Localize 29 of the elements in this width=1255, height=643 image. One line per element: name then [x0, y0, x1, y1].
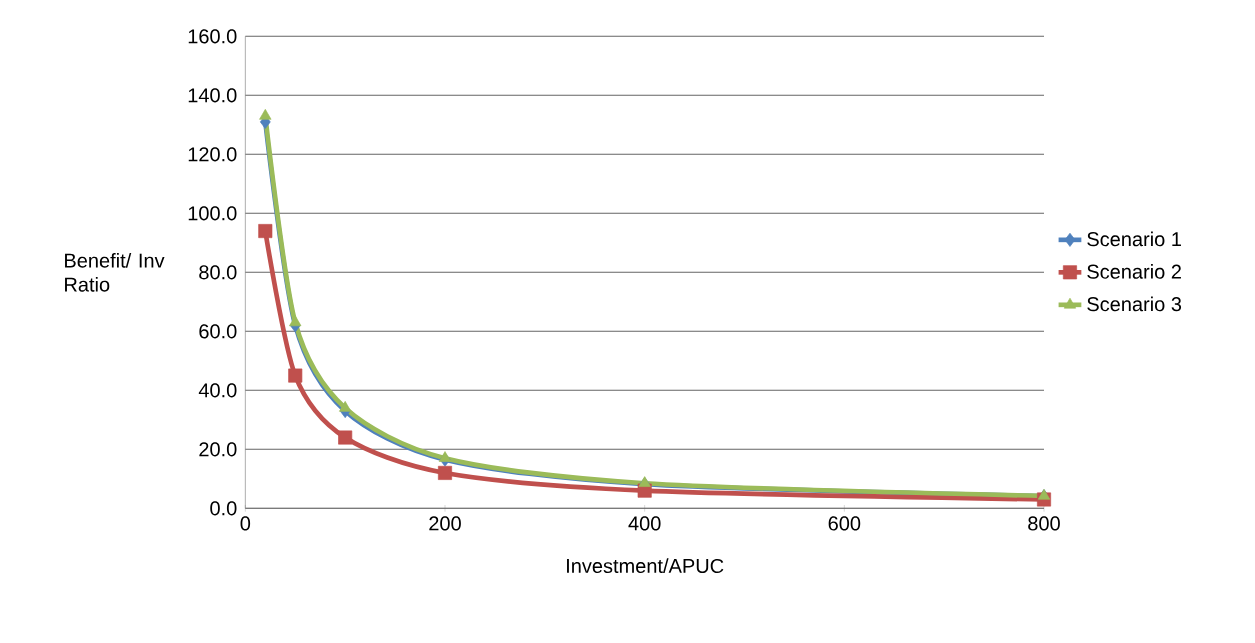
point	[258, 224, 273, 239]
x-axis-title: Investment/APUC	[567, 558, 724, 574]
point	[1037, 488, 1051, 500]
point	[289, 315, 302, 327]
legend-label: Scenario 2	[1087, 264, 1181, 279]
y-tick-label: 100.0	[188, 206, 237, 221]
y-tick-label: 20.0	[199, 442, 237, 457]
x-tick-label: 200	[429, 516, 461, 531]
point	[339, 401, 352, 412]
y-tick-label: 40.0	[198, 383, 237, 398]
x-tick-label: 600	[828, 516, 861, 531]
point	[259, 108, 272, 120]
y-tick-label: 80.0	[199, 265, 237, 280]
point	[638, 476, 651, 487]
legend-label: Scenario 1	[1087, 231, 1181, 247]
point	[338, 430, 353, 445]
x-tick-label: 800	[1028, 516, 1060, 531]
x-tick-label: 400	[628, 516, 661, 531]
point	[288, 368, 303, 383]
y-tick-label: 60.0	[199, 324, 237, 339]
legend-label: Scenario 3	[1087, 296, 1182, 312]
x-tick-label: 0	[240, 516, 251, 531]
point	[438, 465, 453, 480]
y-tick-label: 140.0	[188, 88, 237, 103]
y-tick-label: 160.0	[188, 29, 237, 44]
y-tick-label: 0.0	[210, 501, 237, 516]
y-axis-title: Benefit/ Inv Ratio	[65, 252, 165, 292]
y-tick-label: 120.0	[188, 147, 237, 162]
point	[438, 451, 452, 462]
